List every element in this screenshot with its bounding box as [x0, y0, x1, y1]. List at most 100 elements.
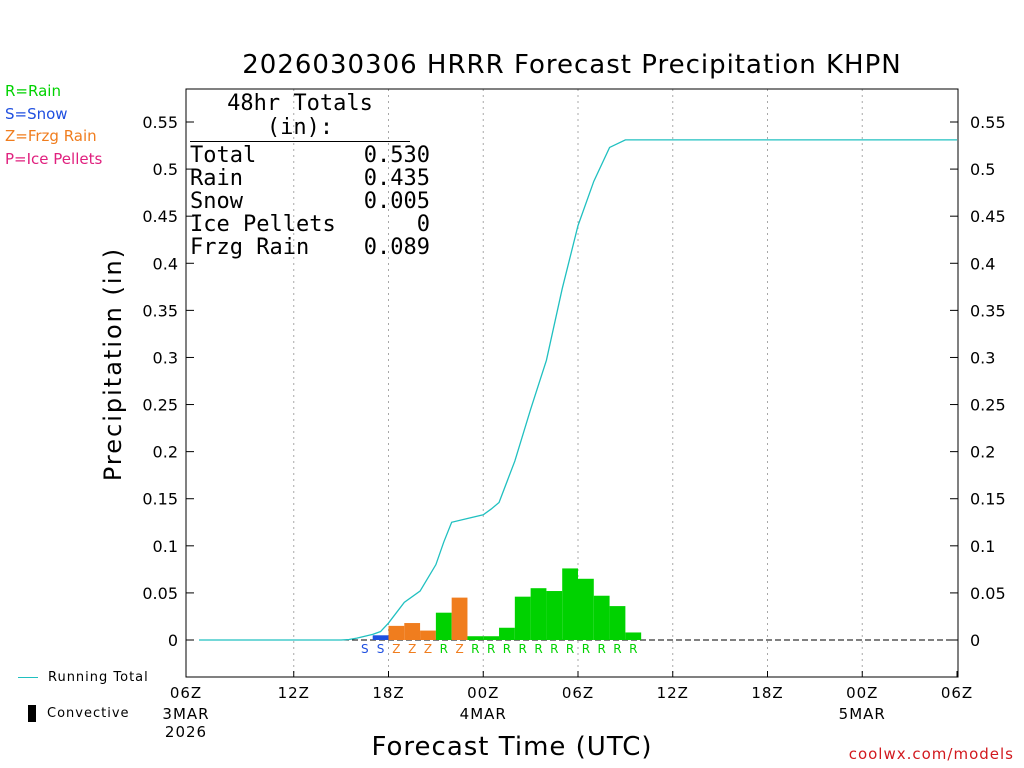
x-tick-label: 12Z — [278, 684, 310, 702]
precip-bar — [578, 578, 594, 640]
x-tick-label: 06Z — [562, 684, 594, 702]
legend-convective: Convective — [28, 705, 130, 722]
precip-bar — [546, 591, 563, 640]
precip-bar — [451, 597, 468, 640]
precip-bar — [499, 627, 515, 640]
totals-label: Total — [190, 143, 257, 168]
y-tick-label-right: 0.1 — [970, 537, 995, 556]
precip-type-label: Z — [424, 642, 432, 656]
y-tick-label-right: 0.4 — [970, 254, 995, 273]
y-tick-label-left: 0.35 — [142, 301, 178, 320]
precip-bar — [530, 588, 547, 640]
totals-row-rain: Rain 0.435 — [190, 167, 430, 190]
y-tick-label-left: 0.4 — [153, 254, 178, 273]
precip-type-label: R — [503, 642, 511, 656]
precip-bar — [562, 568, 578, 640]
precip-type-label: R — [487, 642, 495, 656]
precip-bar — [435, 612, 452, 640]
legend-running-total: Running Total — [18, 670, 149, 685]
precip-bar — [467, 636, 484, 640]
legend-ice-pellets: P=Ice Pellets — [5, 150, 103, 168]
totals-label: Frzg Rain — [190, 235, 310, 260]
precip-type-label: R — [566, 642, 574, 656]
y-tick-label-left: 0.25 — [142, 396, 178, 415]
y-tick-label-right: 0.05 — [970, 584, 1006, 603]
y-tick-label-left: 0.3 — [153, 348, 178, 367]
y-tick-label-left: 0.05 — [142, 584, 178, 603]
precip-bar — [372, 635, 389, 640]
totals-value: 0.005 — [363, 189, 430, 214]
precip-bar — [514, 596, 531, 640]
totals-row-total: Total 0.530 — [190, 144, 430, 167]
totals-row-snow: Snow 0.005 — [190, 190, 430, 213]
y-tick-label-left: 0.5 — [153, 160, 178, 179]
precip-type-label: R — [440, 642, 448, 656]
precip-bar — [404, 623, 421, 640]
y-tick-label-right: 0.25 — [970, 396, 1006, 415]
y-tick-label-right: 0.2 — [970, 443, 995, 462]
x-tick-sublabel: 3MAR — [162, 705, 209, 723]
totals-value: 0.435 — [363, 166, 430, 191]
x-tick-sublabel: 4MAR — [460, 705, 507, 723]
totals-label: Ice Pellets — [190, 212, 336, 237]
x-tick-sublabel: 2026 — [165, 723, 207, 741]
totals-heading: 48hr Totals (in): — [190, 92, 410, 142]
y-tick-label-right: 0.3 — [970, 348, 995, 367]
totals-box: 48hr Totals (in): Total 0.530 Rain 0.435… — [190, 92, 430, 259]
x-tick-label: 06Z — [941, 684, 973, 702]
precip-type-label: Z — [392, 642, 400, 656]
precip-bar — [625, 632, 642, 640]
x-tick-label: 18Z — [372, 684, 404, 702]
running-total-line — [199, 139, 957, 641]
precip-bar — [593, 595, 610, 640]
y-tick-label-left: 0.15 — [142, 490, 178, 509]
precip-type-label: R — [613, 642, 621, 656]
precip-bar — [420, 630, 436, 640]
precip-bar — [483, 636, 500, 640]
totals-value: 0 — [416, 212, 430, 237]
legend-running-total-label: Running Total — [48, 670, 149, 685]
y-tick-label-left: 0.55 — [142, 113, 178, 132]
y-tick-label-right: 0.5 — [970, 160, 995, 179]
precip-type-label: R — [471, 642, 479, 656]
y-tick-label-right: 0.45 — [970, 207, 1006, 226]
credit-text: coolwx.com/models — [848, 745, 1014, 763]
y-tick-label-right: 0 — [970, 631, 980, 650]
precip-type-label: S — [377, 642, 385, 656]
legend-convective-label: Convective — [47, 706, 130, 721]
precip-type-label: R — [550, 642, 558, 656]
totals-label: Snow — [190, 189, 243, 214]
legend-snow: S=Snow — [5, 105, 68, 123]
totals-value: 0.089 — [363, 235, 430, 260]
precip-bar — [388, 625, 405, 640]
plot-frame — [185, 88, 959, 678]
totals-row-ice-pellets: Ice Pellets 0 — [190, 213, 430, 236]
y-tick-label-right: 0.55 — [970, 113, 1006, 132]
x-tick-label: 00Z — [467, 684, 499, 702]
legend-frzg-rain: Z=Frzg Rain — [5, 127, 97, 145]
y-tick-label-right: 0.35 — [970, 301, 1006, 320]
x-tick-label: 18Z — [751, 684, 783, 702]
totals-row-frzg-rain: Frzg Rain 0.089 — [190, 236, 430, 259]
precip-type-label: R — [582, 642, 590, 656]
x-tick-label: 06Z — [170, 684, 202, 702]
totals-label: Rain — [190, 166, 243, 191]
chart-title: 2026030306 HRRR Forecast Precipitation K… — [242, 50, 902, 80]
running-total-swatch — [18, 677, 38, 678]
y-tick-label-left: 0.1 — [153, 537, 178, 556]
x-tick-label: 00Z — [846, 684, 878, 702]
y-tick-label-left: 0 — [168, 631, 178, 650]
totals-value: 0.530 — [363, 143, 430, 168]
precip-bar — [609, 606, 626, 640]
precip-type-label: Z — [408, 642, 416, 656]
precip-type-label: R — [519, 642, 527, 656]
y-tick-label-left: 0.45 — [142, 207, 178, 226]
precip-type-label: R — [598, 642, 606, 656]
precip-type-label: R — [534, 642, 542, 656]
x-axis-label: Forecast Time (UTC) — [371, 732, 653, 762]
y-tick-label-right: 0.15 — [970, 490, 1006, 509]
convective-swatch — [28, 705, 36, 722]
x-tick-label: 12Z — [657, 684, 689, 702]
legend-rain: R=Rain — [5, 82, 61, 100]
